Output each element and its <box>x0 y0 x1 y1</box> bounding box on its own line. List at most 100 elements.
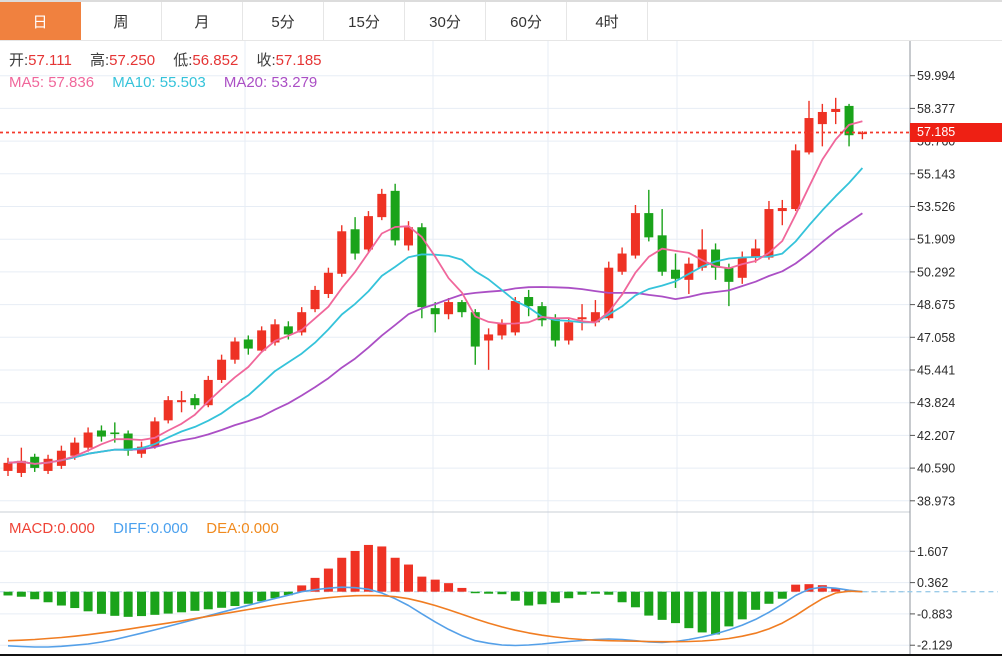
ma10-label: MA10: <box>112 74 156 91</box>
tab-30min[interactable]: 30分 <box>405 2 486 40</box>
candle-up <box>70 442 80 456</box>
macd-bar-negative <box>283 591 293 596</box>
tab-5min[interactable]: 5分 <box>243 2 324 40</box>
candle-down <box>657 235 667 272</box>
macd-bar-negative <box>150 591 160 615</box>
macd-bar-positive <box>404 564 413 592</box>
tab-60min[interactable]: 60分 <box>486 2 567 40</box>
candle-up <box>630 213 640 256</box>
candle-up <box>257 330 267 351</box>
macd-legend: MACD:0.000 DIFF:0.000 DEA:0.000 <box>9 520 293 537</box>
ma10-value: 55.503 <box>159 74 206 91</box>
macd-bar-negative <box>590 591 600 594</box>
macd-axis-label: 1.607 <box>917 545 948 559</box>
candle-up <box>617 253 627 272</box>
macd-bar-negative <box>110 591 120 616</box>
macd-bar-negative <box>270 591 280 599</box>
candle-up <box>150 421 160 447</box>
macd-bar-negative <box>217 591 227 608</box>
candle-up <box>43 458 53 471</box>
candle-up <box>497 323 507 336</box>
price-axis-label: 55.143 <box>917 167 955 181</box>
candle-up <box>444 302 454 315</box>
macd-bar-negative <box>16 591 26 597</box>
macd-bar-negative <box>630 591 640 608</box>
candle-down <box>644 213 654 238</box>
macd-bar-negative <box>3 591 13 596</box>
tab-month[interactable]: 月 <box>162 2 243 40</box>
macd-bar-negative <box>203 591 213 610</box>
price-axis-label: 48.675 <box>917 298 955 312</box>
macd-value: 0.000 <box>57 520 95 537</box>
macd-bar-negative <box>470 591 480 594</box>
macd-bar-positive <box>390 557 400 592</box>
macd-bar-positive <box>323 568 333 592</box>
candle-up <box>404 227 413 246</box>
macd-bar-positive <box>804 584 814 592</box>
dea-label: DEA: <box>206 520 242 537</box>
open-value: 57.111 <box>28 52 72 69</box>
timeframe-tabbar: 日 周 月 5分 15分 30分 60分 4时 <box>0 0 1002 41</box>
candle-up <box>203 379 213 406</box>
macd-bar-positive <box>297 585 307 592</box>
price-axis-label: 53.526 <box>917 200 955 214</box>
macd-axis-label: -2.129 <box>917 639 952 653</box>
candle-up <box>510 301 520 333</box>
candle-down <box>724 267 734 282</box>
candle-down <box>550 318 560 341</box>
macd-bar-negative <box>497 591 507 595</box>
price-axis-label: 42.207 <box>917 429 955 443</box>
diff-value: 0.000 <box>150 520 189 537</box>
candle-down <box>470 312 480 347</box>
macd-bar-negative <box>83 591 93 612</box>
candle-up <box>764 209 774 258</box>
macd-bar-positive <box>350 550 360 592</box>
macd-bar-negative <box>510 591 520 601</box>
price-axis-label: 58.377 <box>917 102 955 116</box>
price-axis-label: 40.590 <box>917 462 955 476</box>
candle-down <box>524 297 534 307</box>
candle-up <box>831 108 841 112</box>
macd-bar-positive <box>430 579 440 592</box>
macd-bar-negative <box>697 591 707 633</box>
macd-bar-positive <box>310 577 320 592</box>
candle-down <box>243 339 253 349</box>
price-axis-label: 38.973 <box>917 494 955 508</box>
tab-4hour[interactable]: 4时 <box>567 2 648 40</box>
open-label: 开: <box>9 52 29 69</box>
candle-up <box>230 341 240 360</box>
candle-up <box>817 111 827 125</box>
tab-day[interactable]: 日 <box>0 2 81 40</box>
macd-bar-negative <box>257 591 267 602</box>
macd-bar-negative <box>96 591 106 614</box>
macd-bar-negative <box>657 591 667 620</box>
low-label: 低: <box>173 52 193 69</box>
macd-bar-negative <box>137 591 146 617</box>
ma5-value: 57.836 <box>48 74 95 91</box>
macd-bar-negative <box>70 591 80 609</box>
macd-bar-negative <box>737 591 747 620</box>
macd-bar-positive <box>337 557 347 592</box>
macd-bar-positive <box>791 584 801 592</box>
candle-up <box>83 432 93 448</box>
candle-up <box>684 263 694 280</box>
dea-line <box>7 590 863 643</box>
macd-bar-negative <box>777 591 787 599</box>
ma20-label: MA20: <box>223 74 268 91</box>
candle-down <box>390 190 400 241</box>
candle-down <box>711 249 721 268</box>
macd-label: MACD: <box>9 520 58 537</box>
candle-up <box>163 400 173 421</box>
macd-bar-positive <box>363 544 373 592</box>
tab-15min[interactable]: 15分 <box>324 2 405 40</box>
macd-bar-negative <box>577 591 587 595</box>
tab-week[interactable]: 周 <box>81 2 162 40</box>
candle-down <box>417 227 427 308</box>
macd-bar-positive <box>457 587 467 592</box>
candle-up <box>737 257 747 278</box>
candle-up <box>310 289 320 310</box>
candle-down <box>537 306 547 321</box>
diff-line <box>7 586 863 648</box>
last-price-badge: 57.185 <box>910 123 1002 142</box>
